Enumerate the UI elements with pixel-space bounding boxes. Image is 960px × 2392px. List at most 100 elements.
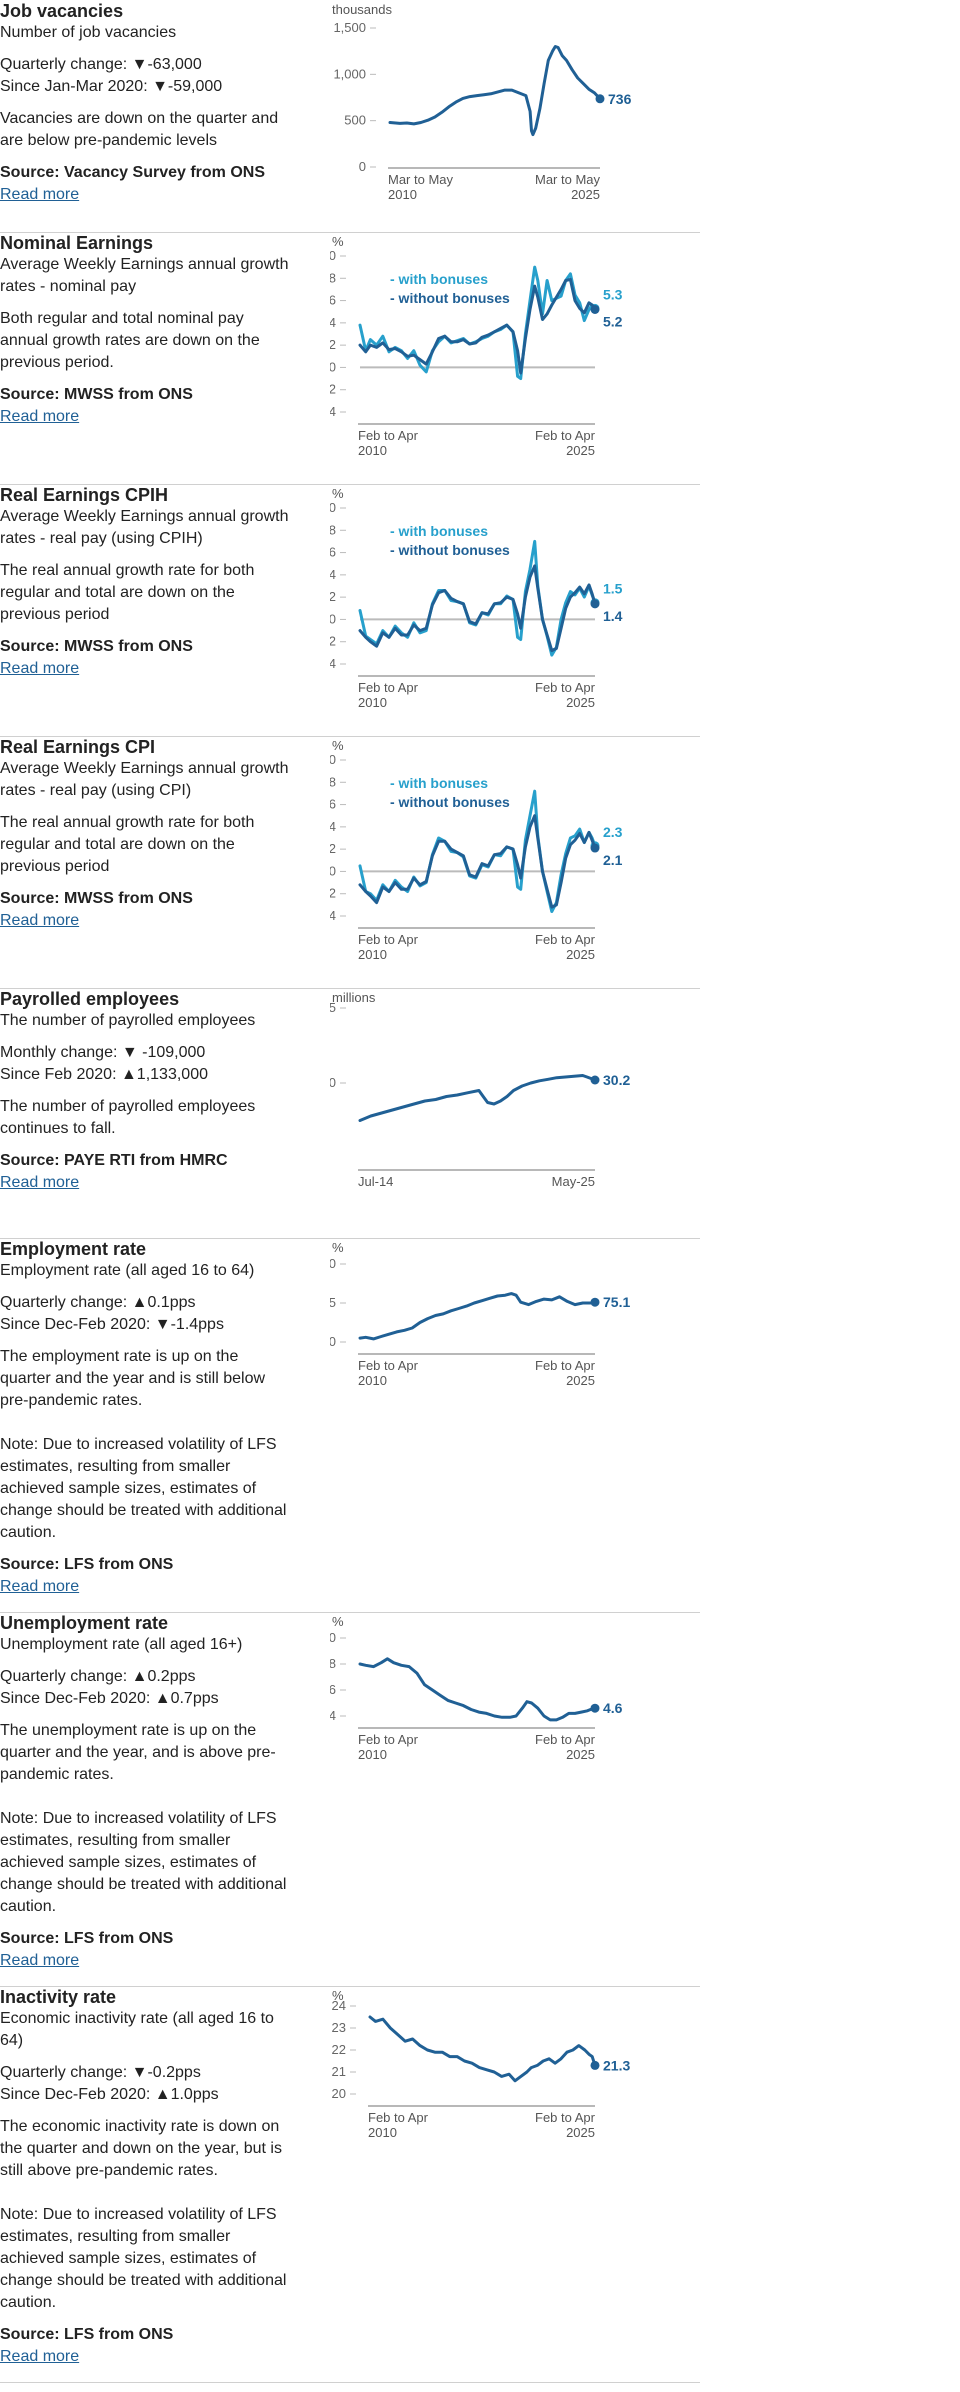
legend-entry: - without bonuses — [390, 542, 510, 558]
y-tick-label: 6 — [330, 797, 336, 812]
panel-source: Source: MWSS from ONS — [0, 386, 193, 403]
panel-subtitle: Average Weekly Earnings annual growth — [0, 760, 289, 777]
read-more-link[interactable]: Read more — [0, 186, 80, 203]
y-tick-label: -2 — [330, 382, 336, 397]
x-tick-label: Mar to May — [535, 172, 601, 187]
legend-entry: - without bonuses — [390, 290, 510, 306]
lfs-note: achieved sample sizes, estimates of — [0, 1480, 257, 1497]
panel-unemployment-rate: Unemployment rate Unemployment rate (all… — [0, 1612, 700, 1987]
y-tick-label: 1,500 — [333, 20, 366, 35]
y-tick-label: 70 — [330, 1334, 336, 1349]
panel-description: The number of payrolled employees — [0, 1098, 256, 1115]
y-axis-unit-label: % — [332, 234, 344, 249]
panel-description: quarter and the year, and is above pre- — [0, 1744, 276, 1761]
y-tick-label: 80 — [330, 1256, 336, 1271]
panel-text: Real Earnings CPIH Average Weekly Earnin… — [0, 484, 320, 680]
read-more-link[interactable]: Read more — [0, 660, 80, 677]
x-tick-label: Feb to Apr — [535, 680, 596, 695]
panel-title: Real Earnings CPIH — [0, 485, 169, 505]
panel-subtitle: Economic inactivity rate (all aged 16 to — [0, 2010, 274, 2027]
y-tick-label: 1,000 — [333, 66, 366, 81]
series-end-label: 75.1 — [603, 1294, 630, 1310]
x-tick-label: 2010 — [358, 947, 387, 962]
panel-text: Payrolled employees The number of payrol… — [0, 988, 320, 1194]
y-tick-label: 0 — [330, 611, 336, 626]
series-end-label: 1.5 — [603, 581, 623, 597]
y-tick-label: 75 — [330, 1295, 336, 1310]
x-tick-label: Feb to Apr — [535, 2110, 596, 2125]
series-end-label: 30.2 — [603, 1072, 630, 1088]
y-tick-label: 8 — [330, 522, 336, 537]
x-tick-label: 2025 — [566, 947, 595, 962]
panel-description: quarter and the year and is still below — [0, 1370, 266, 1387]
series-end-label: 736 — [608, 91, 632, 107]
chart-job-vacancies: thousands 0 500 1,000 1,500 Mar to May 2010 Mar… — [330, 0, 700, 212]
y-tick-label: 2 — [330, 337, 336, 352]
stat-monthly-change: Monthly change: ▼ -109,000 — [0, 1044, 206, 1061]
panel-subtitle: The number of payrolled employees — [0, 1012, 256, 1029]
read-more-link[interactable]: Read more — [0, 1578, 80, 1595]
panel-text: Real Earnings CPI Average Weekly Earning… — [0, 736, 320, 932]
x-tick-label: Feb to Apr — [358, 680, 419, 695]
lfs-note: caution. — [0, 1524, 57, 1541]
y-tick-label: 0 — [330, 248, 336, 263]
panel-description: The real annual growth rate for both — [0, 814, 255, 831]
panel-source: Source: MWSS from ONS — [0, 638, 193, 655]
panel-text: Nominal Earnings Average Weekly Earnings… — [0, 232, 320, 428]
panel-subtitle: rates - real pay (using CPI) — [0, 782, 192, 799]
read-more-link[interactable]: Read more — [0, 912, 80, 929]
y-tick-label: 22 — [332, 2042, 346, 2057]
panel-title: Nominal Earnings — [0, 233, 154, 253]
read-more-link[interactable]: Read more — [0, 2348, 80, 2365]
lfs-note: caution. — [0, 2294, 57, 2311]
x-tick-label: 2010 — [358, 1373, 387, 1388]
y-axis-unit-label: % — [332, 1240, 344, 1255]
series-line — [368, 2015, 597, 2083]
x-tick-label: Feb to Apr — [535, 932, 596, 947]
x-tick-label: 2025 — [566, 695, 595, 710]
y-tick-label: 0 — [359, 159, 366, 174]
series-end-label: 4.6 — [603, 1700, 623, 1716]
series-end-marker — [595, 94, 605, 104]
panel-source: Source: PAYE RTI from HMRC — [0, 1152, 228, 1169]
x-tick-label: 2010 — [388, 187, 417, 202]
y-tick-label: 23 — [332, 2020, 346, 2035]
x-tick-label: 2025 — [566, 2125, 595, 2140]
y-tick-label: 8 — [330, 1656, 336, 1671]
panel-subtitle: rates - real pay (using CPIH) — [0, 530, 203, 547]
series-end-label: 5.3 — [603, 286, 623, 302]
y-tick-label: 0 — [330, 500, 336, 515]
x-tick-label: 2010 — [358, 443, 387, 458]
legend-entry: - with bonuses — [390, 271, 488, 287]
y-tick-label: 30 — [330, 1075, 336, 1090]
panel-description: regular and total are down on the — [0, 836, 235, 853]
lfs-note: caution. — [0, 1898, 57, 1915]
y-tick-label: 24 — [332, 1998, 346, 2013]
y-tick-label: 8 — [330, 270, 336, 285]
x-tick-label: Feb to Apr — [535, 428, 596, 443]
panel-subtitle: Average Weekly Earnings annual growth — [0, 508, 289, 525]
y-tick-label: 4 — [330, 819, 336, 834]
stat-quarterly-change: Quarterly change: ▲0.2pps — [0, 1668, 196, 1685]
lfs-note: estimates, resulting from smaller — [0, 2228, 231, 2245]
panel-job-vacancies: Job vacancies Number of job vacancies Qu… — [0, 0, 700, 233]
x-tick-label: Feb to Apr — [358, 932, 419, 947]
y-tick-label: 6 — [330, 1682, 336, 1697]
y-tick-label: 2 — [330, 841, 336, 856]
read-more-link[interactable]: Read more — [0, 1952, 80, 1969]
x-tick-label: Feb to Apr — [358, 1358, 419, 1373]
series-line — [388, 45, 602, 137]
read-more-link[interactable]: Read more — [0, 408, 80, 425]
series-end-marker — [590, 843, 600, 853]
x-tick-label: May-25 — [552, 1174, 595, 1189]
series-line — [358, 1074, 597, 1122]
read-more-link[interactable]: Read more — [0, 1174, 80, 1191]
y-tick-label: 21 — [332, 2064, 346, 2079]
series-end-marker — [590, 1075, 600, 1085]
y-axis-unit-label: % — [332, 486, 344, 501]
y-axis-unit-label: % — [332, 1988, 344, 2003]
y-tick-label: 6 — [330, 545, 336, 560]
